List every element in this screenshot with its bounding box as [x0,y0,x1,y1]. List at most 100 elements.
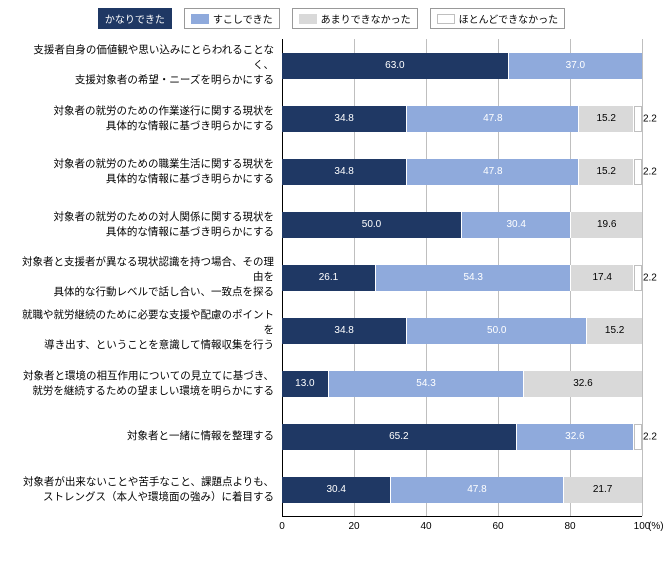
x-tick-label: 40 [420,521,431,532]
legend-label: ほとんどできなかった [459,11,559,26]
legend-swatch [299,14,317,24]
bar-area: 26.154.3 17.4 2.2 [282,251,642,304]
bar-area: 13.0 54.3 32.6 [282,357,642,410]
bar-wrap: 26.154.3 17.4 2.2 [282,265,642,291]
row-label: 対象者と一緒に情報を整理する [14,429,282,444]
row-label-line2: 支援対象者の希望・ニーズを明らかにする [14,73,274,88]
x-axis-labels: 020406080100(%) [282,517,642,537]
bar-segment-1: 37.0 [509,53,642,79]
segment-value: 47.8 [467,484,486,495]
segment-value: 32.6 [573,378,592,389]
segment-value: 30.4 [326,484,345,495]
legend-swatch [191,14,209,24]
bar-wrap: 65.2 32.6 2.2 [282,424,642,450]
bar-area: 65.2 32.6 2.2 [282,410,642,463]
chart-row: 対象者の就労のための対人関係に関する現状を具体的な情報に基づき明らかにする50.… [14,198,649,251]
row-label-line2: ストレングス（本人や環境面の強み）に着目する [14,490,274,505]
segment-value: 30.4 [506,219,525,230]
bar-segment-0: 13.0 [282,371,329,397]
row-label: 支援者自身の価値観や思い込みにとらわれることなく、支援対象者の希望・ニーズを明ら… [14,43,282,87]
row-label: 対象者が出来ないことや苦手なこと、課題点よりも、ストレングス（本人や環境面の強み… [14,475,282,504]
bar-segment-2: 15.2 [579,106,634,132]
segment-value: 50.0 [362,219,381,230]
bar-segment-2: 15.2 [579,159,634,185]
chart-row: 対象者と一緒に情報を整理する 65.2 32.6 2.2 [14,410,649,463]
bar-wrap: 13.0 54.3 32.6 [282,371,642,397]
bar-area: 30.4 47.8 21.7 [282,463,642,516]
row-label-line1: 対象者が出来ないことや苦手なこと、課題点よりも、 [14,475,274,490]
segment-value: 13.0 [295,378,314,389]
bar-area: 34.8 50.0 15.2 [282,304,642,357]
row-label-line2: 対象者と一緒に情報を整理する [14,429,274,444]
bar-wrap: 34.847.815.22.2 [282,159,642,185]
bar-segment-2: 21.7 [564,477,642,503]
row-label: 就職や就労継続のために必要な支援や配慮のポイントを導き出す、ということを意識して… [14,308,282,352]
segment-value: 21.7 [593,484,612,495]
legend-label: あまりできなかった [321,11,411,26]
bar-segment-0: 34.8 [282,106,407,132]
bar-segment-0: 34.8 [282,159,407,185]
bar-segment-1: 54.3 [329,371,524,397]
row-label-line2: 就労を継続するための望ましい環境を明らかにする [14,384,274,399]
bar-segment-3: 2.2 [634,424,642,450]
x-axis-unit: (%) [648,521,663,532]
bar-segment-2: 17.4 [571,265,634,291]
legend-label: すこしできた [213,11,273,26]
row-label: 対象者の就労のための職業生活に関する現状を具体的な情報に基づき明らかにする [14,157,282,186]
segment-value: 63.0 [385,60,404,71]
segment-value: 37.0 [566,60,585,71]
segment-value: 32.6 [565,431,584,442]
legend-item-3: ほとんどできなかった [430,8,566,29]
chart-row: 就職や就労継続のために必要な支援や配慮のポイントを導き出す、ということを意識して… [14,304,649,357]
x-tick-label: 0 [279,521,285,532]
row-label: 対象者と支援者が異なる現状認識を持つ場合、その理由を具体的な行動レベルで話し合い… [14,255,282,299]
segment-value: 34.8 [334,325,353,336]
row-label-line2: 導き出す、ということを意識して情報収集を行う [14,338,274,353]
row-label-line1: 就職や就労継続のために必要な支援や配慮のポイントを [14,308,274,337]
chart-row: 対象者と環境の相互作用についての見立てに基づき、就労を継続するための望ましい環境… [14,357,649,410]
bar-segment-1: 54.3 [376,265,571,291]
bar-area: 63.0 37.0 [282,39,642,92]
chart-rows: 支援者自身の価値観や思い込みにとらわれることなく、支援対象者の希望・ニーズを明ら… [14,39,649,516]
legend: かなりできたすこしできたあまりできなかったほとんどできなかった [14,8,649,29]
row-label-line1: 対象者の就労のための職業生活に関する現状を [14,157,274,172]
legend-swatch [437,14,455,24]
segment-value: 15.2 [605,325,624,336]
segment-value: 34.8 [334,113,353,124]
row-label-line2: 具体的な情報に基づき明らかにする [14,225,274,240]
segment-value: 17.4 [593,272,612,283]
bar-segment-0: 50.0 [282,212,462,238]
legend-item-1: すこしできた [184,8,280,29]
segment-value: 47.8 [483,166,502,177]
x-tick-label: 80 [564,521,575,532]
bar-area: 50.0 30.4 19.6 [282,198,642,251]
segment-value: 2.2 [643,272,657,283]
bar-segment-0: 63.0 [282,53,509,79]
segment-value: 50.0 [487,325,506,336]
bar-segment-0: 26.1 [282,265,376,291]
chart-row: 対象者が出来ないことや苦手なこと、課題点よりも、ストレングス（本人や環境面の強み… [14,463,649,516]
stacked-bar-chart: かなりできたすこしできたあまりできなかったほとんどできなかった 支援者自身の価値… [0,0,663,579]
bar-segment-0: 65.2 [282,424,517,450]
segment-value: 2.2 [643,431,657,442]
segment-value: 2.2 [643,113,657,124]
bar-segment-2: 19.6 [571,212,642,238]
row-label-line1: 対象者と支援者が異なる現状認識を持つ場合、その理由を [14,255,274,284]
row-label-line1: 対象者と環境の相互作用についての見立てに基づき、 [14,369,274,384]
segment-value: 15.2 [596,113,615,124]
bar-segment-1: 32.6 [517,424,634,450]
bar-segment-0: 30.4 [282,477,391,503]
chart-row: 対象者の就労のための作業遂行に関する現状を具体的な情報に基づき明らかにする34.… [14,92,649,145]
bar-segment-2: 32.6 [524,371,641,397]
legend-item-2: あまりできなかった [292,8,418,29]
bar-wrap: 63.0 37.0 [282,53,642,79]
bar-segment-1: 50.0 [407,318,587,344]
row-label-line2: 具体的な行動レベルで話し合い、一致点を探る [14,285,274,300]
bar-segment-1: 30.4 [462,212,571,238]
bar-segment-3: 2.2 [634,265,642,291]
row-label-line2: 具体的な情報に基づき明らかにする [14,172,274,187]
segment-value: 54.3 [416,378,435,389]
segment-value: 19.6 [597,219,616,230]
bar-wrap: 34.8 50.0 15.2 [282,318,642,344]
bar-wrap: 50.0 30.4 19.6 [282,212,642,238]
